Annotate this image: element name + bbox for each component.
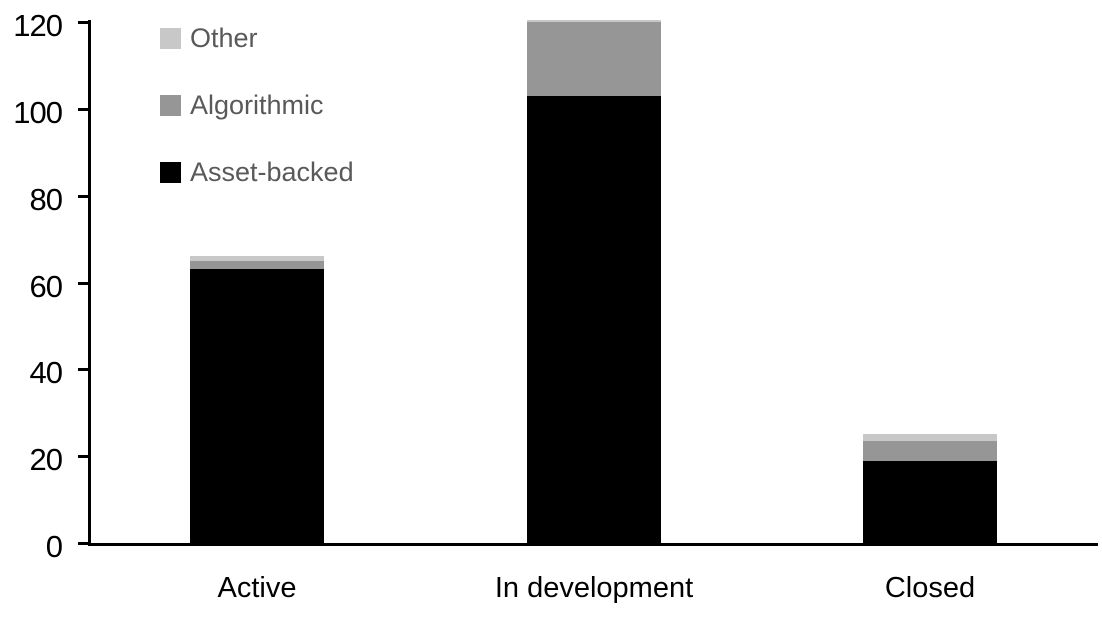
- legend-item-asset-backed: Asset-backed: [160, 156, 354, 187]
- legend-item-algorithmic: Algorithmic: [160, 89, 324, 120]
- bar-segment-algorithmic-closed: [863, 440, 997, 461]
- legend-swatch-icon: [160, 27, 181, 49]
- legend-item-label: Other: [190, 22, 258, 53]
- y-axis-tick-label: 120: [13, 8, 63, 43]
- y-axis-tick-label: 60: [29, 268, 63, 304]
- y-axis-tick: [78, 194, 88, 198]
- bar-segment-other-closed: [863, 434, 997, 441]
- x-axis-category-label: In development: [494, 572, 694, 604]
- legend-item-other: Other: [160, 22, 258, 53]
- y-axis-tick-label: 80: [29, 181, 63, 217]
- bar-segment-asset-backed-in-development: [527, 95, 661, 543]
- legend-swatch-icon: [160, 94, 181, 116]
- x-axis-category-label: Active: [217, 572, 297, 604]
- y-axis-tick-label: 100: [13, 94, 63, 130]
- y-axis-tick: [78, 281, 88, 285]
- y-axis-tick: [78, 542, 88, 545]
- y-axis-tick: [78, 107, 88, 111]
- y-axis-tick-label: 0: [45, 529, 63, 564]
- y-axis-tick-label: 40: [29, 355, 63, 391]
- legend-swatch-icon: [160, 161, 181, 183]
- bar-segment-algorithmic-in-development: [527, 22, 661, 96]
- bar-segment-asset-backed-closed: [863, 460, 997, 543]
- y-axis-tick-label: 20: [29, 442, 63, 478]
- y-axis-tick: [78, 368, 88, 372]
- bar-segment-asset-backed-active: [190, 269, 324, 543]
- bar-segment-algorithmic-active: [190, 260, 324, 270]
- y-axis-line: [88, 20, 91, 546]
- legend-item-label: Algorithmic: [190, 89, 324, 120]
- x-axis-line: [88, 543, 1098, 546]
- x-axis-category-label: Closed: [884, 572, 976, 604]
- legend-item-label: Asset-backed: [190, 156, 354, 187]
- bar-segment-other-in-development: [527, 19, 661, 22]
- bar-segment-other-active: [190, 256, 324, 261]
- y-axis-tick: [78, 455, 88, 459]
- y-axis-tick: [78, 21, 88, 24]
